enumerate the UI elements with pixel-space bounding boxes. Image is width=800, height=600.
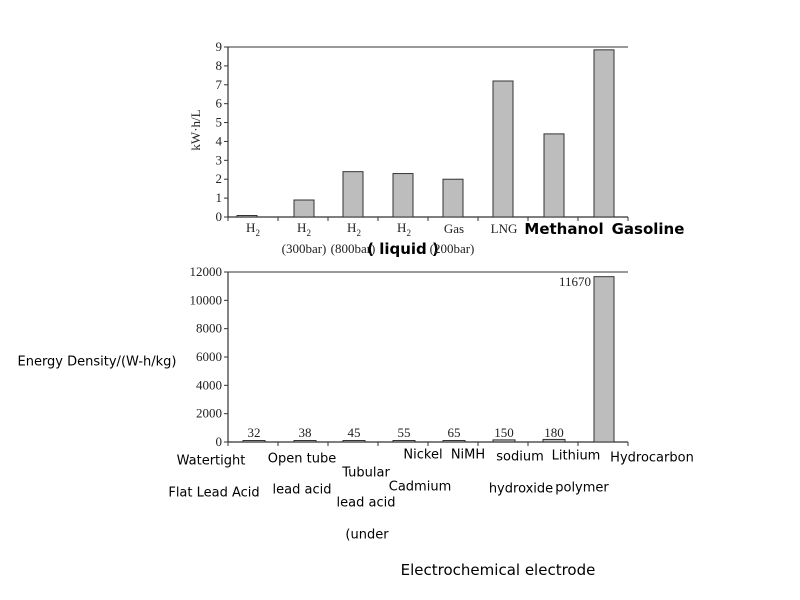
top-y-tick-label: 5 [216,115,223,130]
top-bar [293,199,315,218]
top-x-label: Gas [443,221,465,236]
bottom-data-label: 180 [544,425,564,440]
bottom-x-label: hydroxide [488,481,554,497]
bottom-data-label: 45 [348,425,361,440]
top-y-tick-label: 4 [216,133,223,148]
top-x-label: H2 [297,220,311,238]
top-x-label: Gasoline [611,220,685,238]
bottom-x-label: sodium [496,449,544,465]
bottom-x-label: lead acid [272,482,332,498]
top-x-label: (800bar) [330,241,376,256]
bottom-x-label: Hydrocarbon [610,450,694,466]
bottom-data-label: 65 [448,425,461,440]
bottom-bar [293,440,317,443]
bottom-data-label: 150 [494,425,514,440]
top-y-tick-label: 8 [216,58,223,73]
bottom-y-tick-label: 0 [216,434,223,449]
bottom-bar [542,438,566,443]
bottom-x-label: Nickel [403,447,443,463]
top-y-tick-label: 0 [216,209,223,224]
bottom-y-tick-label: 10000 [190,292,223,307]
top-bar [593,49,615,218]
bottom-y-axis-label: Energy Density/(W-h/kg) [17,354,177,370]
bottom-y-tick-label: 6000 [196,349,222,364]
top-x-label: LNG [490,221,518,236]
top-x-label: H2 [246,220,260,238]
top-y-tick-label: 6 [216,96,223,111]
bottom-x-label: polymer [555,480,609,496]
top-y-tick-label: 9 [216,39,223,54]
bottom-x-axis-title: Electrochemical electrode [400,561,596,579]
top-bar [492,80,514,218]
top-bar [236,215,258,218]
top-y-tick-label: 3 [216,152,223,167]
bottom-x-label: NiMH [450,447,486,463]
top-y-tick-label: 1 [216,190,223,205]
bottom-data-label: 38 [299,425,312,440]
bottom-bar [242,440,266,443]
bottom-y-tick-label: 12000 [190,264,223,279]
bottom-x-label: Cadmium [388,479,452,495]
top-x-label: Methanol [524,220,604,238]
bottom-data-label: 55 [398,425,411,440]
bottom-x-label: lead acid [336,495,396,511]
top-y-axis-label: kW·h/L [188,109,203,151]
bottom-y-tick-label: 8000 [196,321,222,336]
bottom-x-label: Watertight [176,453,246,469]
bottom-x-label: (under [345,527,389,543]
top-bar [543,133,565,218]
top-x-label: H2 [397,220,411,238]
bottom-x-label: Open tube [267,451,337,467]
bottom-x-label: Lithium [551,448,601,464]
bottom-bar [442,440,466,443]
bottom-y-tick-label: 2000 [196,406,222,421]
top-x-label: H2 [347,220,361,238]
top-y-tick-label: 2 [216,171,223,186]
top-bar [342,171,364,218]
bottom-x-label: Flat Lead Acid [168,485,260,501]
bottom-y-tick-label: 4000 [196,377,222,392]
bottom-data-label: 11670 [559,274,591,289]
top-y-tick-label: 7 [216,77,223,92]
bottom-bar [492,439,516,443]
bottom-bar [342,440,366,443]
bottom-x-label: Tubular [342,465,390,481]
top-x-label: (200bar) [429,241,475,256]
bottom-bar [593,276,615,443]
bottom-data-label: 32 [248,425,261,440]
top-x-label: (300bar) [281,241,327,256]
top-x-label: ( liquid ) [367,240,439,258]
top-bar [392,173,414,218]
bottom-bar [392,440,416,443]
top-bar [442,178,464,218]
